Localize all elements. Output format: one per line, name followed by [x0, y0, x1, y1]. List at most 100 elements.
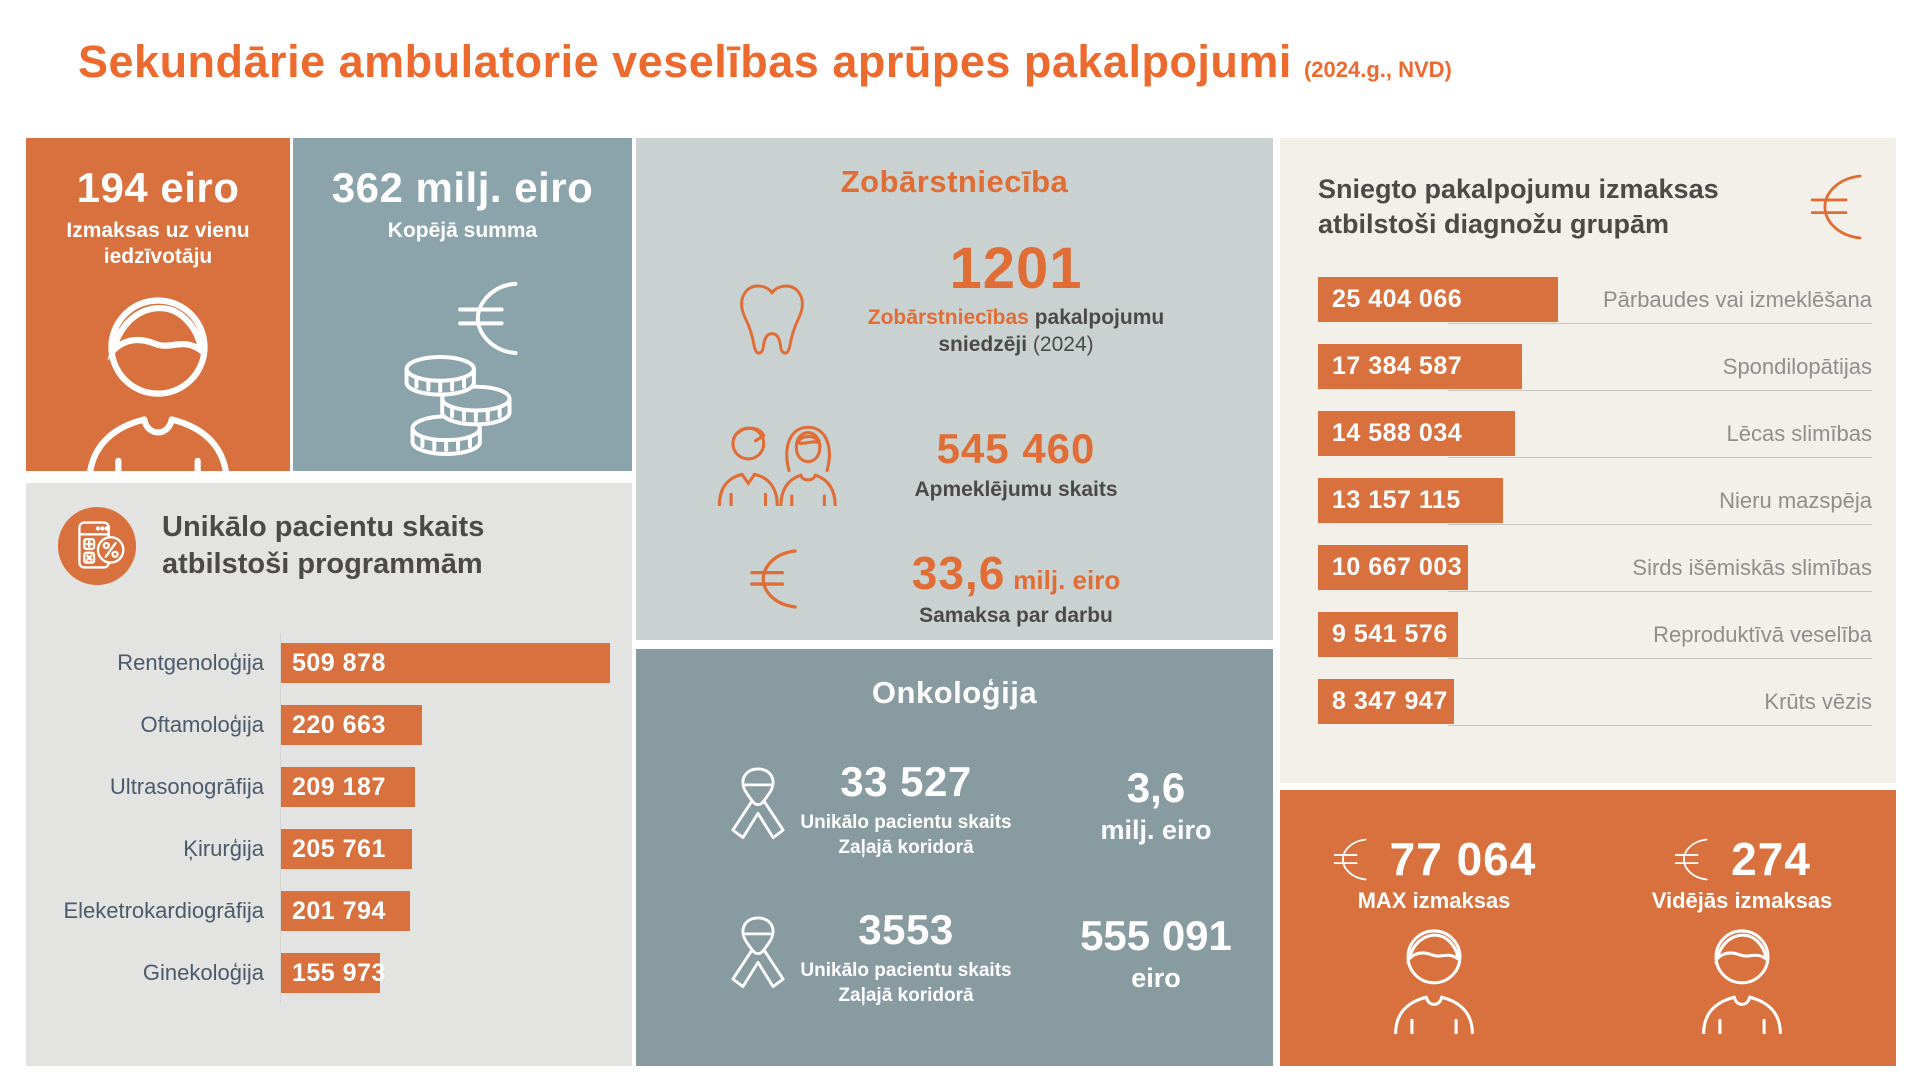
value-bar: 25 404 066: [1318, 277, 1558, 322]
dental-providers-label2: sniedzēji: [938, 333, 1028, 357]
oncology-amount-unit: milj. eiro: [1100, 815, 1212, 845]
diagnosis-costs-panel: Sniegto pakalpojumu izmaksas atbilstoši …: [1280, 138, 1896, 783]
diagnosis-chart-row: 13 157 115 Nieru mazspēja: [1318, 478, 1872, 525]
diagnosis-chart-row: 17 384 587 Spondilopātijas: [1318, 344, 1872, 391]
summary-average-label: Vidējās izmaksas: [1651, 888, 1833, 913]
category-label: Spondilopātijas: [1722, 353, 1872, 379]
dental-providers-label-accent: Zobārstniecības: [867, 306, 1029, 329]
value-bar: 209 187: [280, 767, 415, 807]
oncology-row-label: Unikālo pacientu skaits Zaļajā koridorā: [800, 812, 1012, 858]
patients-chart-row: Eleketrokardiogrāfija 201 794: [26, 891, 622, 931]
value-bar: 14 588 034: [1318, 411, 1515, 456]
value-bar: 13 157 115: [1318, 478, 1503, 523]
patients-chart-row: Oftamoloģija 220 663: [26, 705, 622, 745]
oncology-row-value: 33 527: [840, 758, 972, 805]
patients-chart-row: Ķirurģija 205 761: [26, 829, 622, 869]
category-label: Lēcas slimības: [1726, 420, 1872, 446]
patients-pair-icon: [717, 425, 837, 506]
summary-max: 77 064 MAX izmaksas: [1280, 790, 1588, 1066]
category-label: Ginekoloģija: [142, 960, 264, 985]
dental-providers-value: 1201: [949, 236, 1083, 301]
value-bar: 509 878: [280, 643, 610, 683]
diagnosis-chart-row: 14 588 034 Lēcas slimības: [1318, 411, 1872, 458]
oncology-row-amount: 555 091 eiro: [1056, 915, 1256, 994]
dental-panel: Zobārstniecība 1201 Zobārstniecības paka…: [636, 138, 1273, 640]
person-icon: [85, 296, 231, 485]
page-title: Sekundārie ambulatorie veselības aprūpes…: [78, 36, 1452, 88]
total-amount-label: Kopējā summa: [387, 219, 538, 242]
unique-patients-heading: Unikālo pacientu skaits atbilstoši progr…: [162, 511, 485, 581]
dental-pay-value: 33,6: [911, 547, 1006, 599]
oncology-amount-value: 555 091: [1080, 912, 1232, 959]
diagnosis-chart-row: 8 347 947 Krūts vēzis: [1318, 679, 1872, 726]
diagnosis-chart-row: 10 667 003 Sirds išēmiskās slimības: [1318, 545, 1872, 592]
unique-patients-header: Unikālo pacientu skaits atbilstoši progr…: [56, 505, 602, 587]
page-title-suffix: (2024.g., NVD): [1303, 57, 1452, 82]
patients-chart-row: Ultrasonogrāfija 209 187: [26, 767, 622, 807]
oncology-amount-value: 3,6: [1126, 764, 1186, 811]
euro-coins-icon: [404, 282, 517, 457]
category-label: Sirds išēmiskās slimības: [1632, 554, 1872, 580]
patients-chart: Rentgenoloģija 509 878 Oftamoloģija 220 663…: [26, 633, 622, 1015]
ribbon-icon: [731, 767, 785, 840]
category-label: Pārbaudes vai izmeklēšana: [1602, 286, 1872, 312]
category-label: Nieru mazspēja: [1719, 487, 1872, 513]
category-label: Ķirurģija: [183, 836, 264, 861]
euro-icon: [1810, 174, 1862, 240]
oncology-row: 3553 Unikālo pacientu skaits Zaļajā kori…: [786, 909, 1026, 1008]
dental-providers-label2-note: (2024): [1032, 333, 1094, 357]
dental-providers: 1201 Zobārstniecības pakalpojumu sniedzē…: [836, 240, 1196, 359]
category-label: Eleketrokardiogrāfija: [63, 898, 264, 923]
dental-visits-label: Apmeklējumu skaits: [914, 478, 1118, 501]
dental-heading: Zobārstniecība: [840, 164, 1069, 199]
calculator-icon: [57, 506, 137, 586]
value-bar: 10 667 003: [1318, 545, 1468, 590]
euro-icon: [1674, 838, 1708, 880]
category-label: Krūts vēzis: [1764, 688, 1872, 714]
patients-chart-row: Ginekoloģija 155 973: [26, 953, 622, 993]
dental-pay: 33,6 milj. eiro Samaksa par darbu: [836, 550, 1196, 628]
total-amount-value: 362 milj. eiro: [331, 164, 594, 211]
value-bar: 155 973: [280, 953, 385, 993]
cost-per-capita-label: Izmaksas uz vienu iedzīvotāju: [66, 219, 250, 269]
dental-visits-value: 545 460: [936, 425, 1096, 472]
category-label: Rentgenoloģija: [117, 650, 264, 675]
cost-per-capita-box: 194 eiro Izmaksas uz vienu iedzīvotāju: [26, 138, 290, 485]
value-bar: 9 541 576: [1318, 612, 1458, 657]
dental-providers-label: Zobārstniecības pakalpojumu sniedzēji (2…: [836, 304, 1196, 359]
total-amount-box: 362 milj. eiro Kopējā summa: [293, 138, 632, 471]
dental-visits: 545 460 Apmeklējumu skaits: [836, 428, 1196, 502]
value-bar: 17 384 587: [1318, 344, 1522, 389]
summary-average-value: 274: [1731, 833, 1811, 885]
category-label: Reproduktīvā veselība: [1653, 621, 1872, 647]
summary-max-value: 77 064: [1389, 833, 1537, 885]
unique-patients-panel: Unikālo pacientu skaits atbilstoši progr…: [26, 483, 632, 1066]
value-bar: 205 761: [280, 829, 412, 869]
euro-icon: [1333, 838, 1367, 880]
diagnosis-costs-heading: Sniegto pakalpojumu izmaksas atbilstoši …: [1318, 174, 1719, 240]
summary-max-label: MAX izmaksas: [1357, 888, 1511, 913]
summary-average: 274 Vidējās izmaksas: [1588, 790, 1896, 1066]
value-bar: 8 347 947: [1318, 679, 1454, 724]
person-icon: [1702, 929, 1782, 1034]
dental-pay-line: 33,6 milj. eiro: [836, 550, 1196, 596]
summary-box: 77 064 MAX izmaksas 274 Vidējās izmaksas: [1280, 790, 1896, 1066]
diagnosis-chart-row: 9 541 576 Reproduktīvā veselība: [1318, 612, 1872, 659]
dental-pay-label: Samaksa par darbu: [919, 604, 1113, 627]
oncology-heading: Onkoloģija: [871, 675, 1038, 710]
ribbon-icon: [731, 916, 785, 989]
oncology-row-amount: 3,6 milj. eiro: [1056, 767, 1256, 846]
oncology-panel: Onkoloģija 33 527 Unikālo pacientu skait…: [636, 649, 1273, 1066]
oncology-row: 33 527 Unikālo pacientu skaits Zaļajā ko…: [786, 761, 1026, 860]
value-bar: 201 794: [280, 891, 410, 931]
oncology-row-value: 3553: [858, 906, 954, 953]
oncology-row-label: Unikālo pacientu skaits Zaļajā koridorā: [800, 960, 1012, 1006]
cost-per-capita-value: 194 eiro: [76, 164, 240, 211]
diagnosis-chart-row: 25 404 066 Pārbaudes vai izmeklēšana: [1318, 277, 1872, 324]
oncology-amount-unit: eiro: [1131, 963, 1181, 993]
dental-providers-label-rest: pakalpojumu: [1034, 306, 1165, 329]
person-icon: [1394, 929, 1474, 1034]
value-bar: 220 663: [280, 705, 422, 745]
category-label: Ultrasonogrāfija: [109, 774, 264, 799]
